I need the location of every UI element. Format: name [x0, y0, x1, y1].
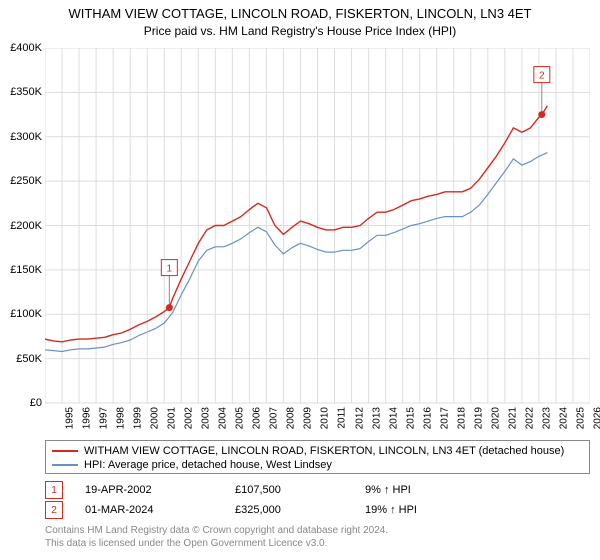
x-tick-label: 2003: [201, 407, 212, 429]
x-tick-label: 2009: [303, 407, 314, 429]
footer: Contains HM Land Registry data © Crown c…: [45, 524, 388, 550]
legend-swatch: [52, 450, 78, 452]
x-tick-label: 2026: [592, 407, 600, 429]
x-tick-label: 2008: [286, 407, 297, 429]
footer-line2: This data is licensed under the Open Gov…: [45, 537, 388, 550]
x-tick-label: 2001: [166, 407, 177, 429]
marker-badge: 1: [45, 481, 63, 499]
y-tick-label: £200K: [10, 220, 42, 232]
chart-plot: 12: [45, 48, 590, 418]
x-tick-label: 2011: [336, 407, 347, 429]
x-tick-label: 2016: [422, 407, 433, 429]
x-tick-label: 2007: [269, 407, 280, 429]
marker-table: 1 19-APR-2002 £107,500 9% ↑ HPI 2 01-MAR…: [45, 480, 590, 520]
marker-row: 2 01-MAR-2024 £325,000 19% ↑ HPI: [45, 500, 590, 520]
x-tick-label: 2004: [218, 407, 229, 429]
marker-date: 19-APR-2002: [85, 484, 235, 496]
x-tick-label: 2024: [558, 407, 569, 429]
x-tick-label: 2000: [149, 407, 160, 429]
x-tick-label: 1999: [132, 407, 143, 429]
svg-text:1: 1: [167, 264, 173, 275]
x-tick-label: 2019: [473, 407, 484, 429]
y-tick-label: £150K: [10, 264, 42, 276]
legend-swatch: [52, 464, 78, 466]
x-tick-label: 2014: [388, 407, 399, 429]
legend-item: WITHAM VIEW COTTAGE, LINCOLN ROAD, FISKE…: [52, 444, 583, 458]
marker-badge-num: 2: [51, 505, 57, 516]
y-tick-label: £250K: [10, 175, 42, 187]
legend-item: HPI: Average price, detached house, West…: [52, 458, 583, 472]
marker-price: £107,500: [235, 484, 365, 496]
y-tick-label: £400K: [10, 42, 42, 54]
y-tick-label: £100K: [10, 308, 42, 320]
marker-pct: 19% ↑ HPI: [365, 504, 515, 516]
marker-price: £325,000: [235, 504, 365, 516]
x-tick-label: 1996: [81, 407, 92, 429]
y-tick-label: £350K: [10, 86, 42, 98]
legend-label: HPI: Average price, detached house, West…: [84, 459, 332, 471]
x-tick-label: 1998: [115, 407, 126, 429]
x-tick-label: 2022: [524, 407, 535, 429]
x-tick-label: 2020: [490, 407, 501, 429]
y-tick-label: £0: [30, 397, 42, 409]
x-tick-label: 1995: [64, 407, 75, 429]
x-tick-label: 2013: [371, 407, 382, 429]
svg-text:2: 2: [539, 71, 545, 82]
x-tick-label: 2018: [456, 407, 467, 429]
y-tick-label: £50K: [16, 353, 42, 365]
x-tick-label: 2010: [320, 407, 331, 429]
x-tick-label: 2015: [405, 407, 416, 429]
footer-line1: Contains HM Land Registry data © Crown c…: [45, 524, 388, 537]
x-tick-label: 2017: [439, 407, 450, 429]
marker-pct: 9% ↑ HPI: [365, 484, 515, 496]
chart-title-line2: Price paid vs. HM Land Registry's House …: [0, 24, 600, 38]
legend: WITHAM VIEW COTTAGE, LINCOLN ROAD, FISKE…: [45, 440, 590, 474]
x-tick-label: 1997: [98, 407, 109, 429]
y-tick-label: £300K: [10, 131, 42, 143]
marker-date: 01-MAR-2024: [85, 504, 235, 516]
marker-row: 1 19-APR-2002 £107,500 9% ↑ HPI: [45, 480, 590, 500]
x-tick-label: 2021: [507, 407, 518, 429]
x-tick-label: 2002: [183, 407, 194, 429]
legend-label: WITHAM VIEW COTTAGE, LINCOLN ROAD, FISKE…: [84, 445, 564, 457]
chart-title-line1: WITHAM VIEW COTTAGE, LINCOLN ROAD, FISKE…: [0, 6, 600, 21]
x-tick-label: 2025: [575, 407, 586, 429]
marker-badge: 2: [45, 501, 63, 519]
marker-badge-num: 1: [51, 485, 57, 496]
x-tick-label: 2006: [252, 407, 263, 429]
x-tick-label: 2012: [354, 407, 365, 429]
x-tick-label: 2023: [541, 407, 552, 429]
x-tick-label: 2005: [235, 407, 246, 429]
chart-container: WITHAM VIEW COTTAGE, LINCOLN ROAD, FISKE…: [0, 0, 600, 560]
